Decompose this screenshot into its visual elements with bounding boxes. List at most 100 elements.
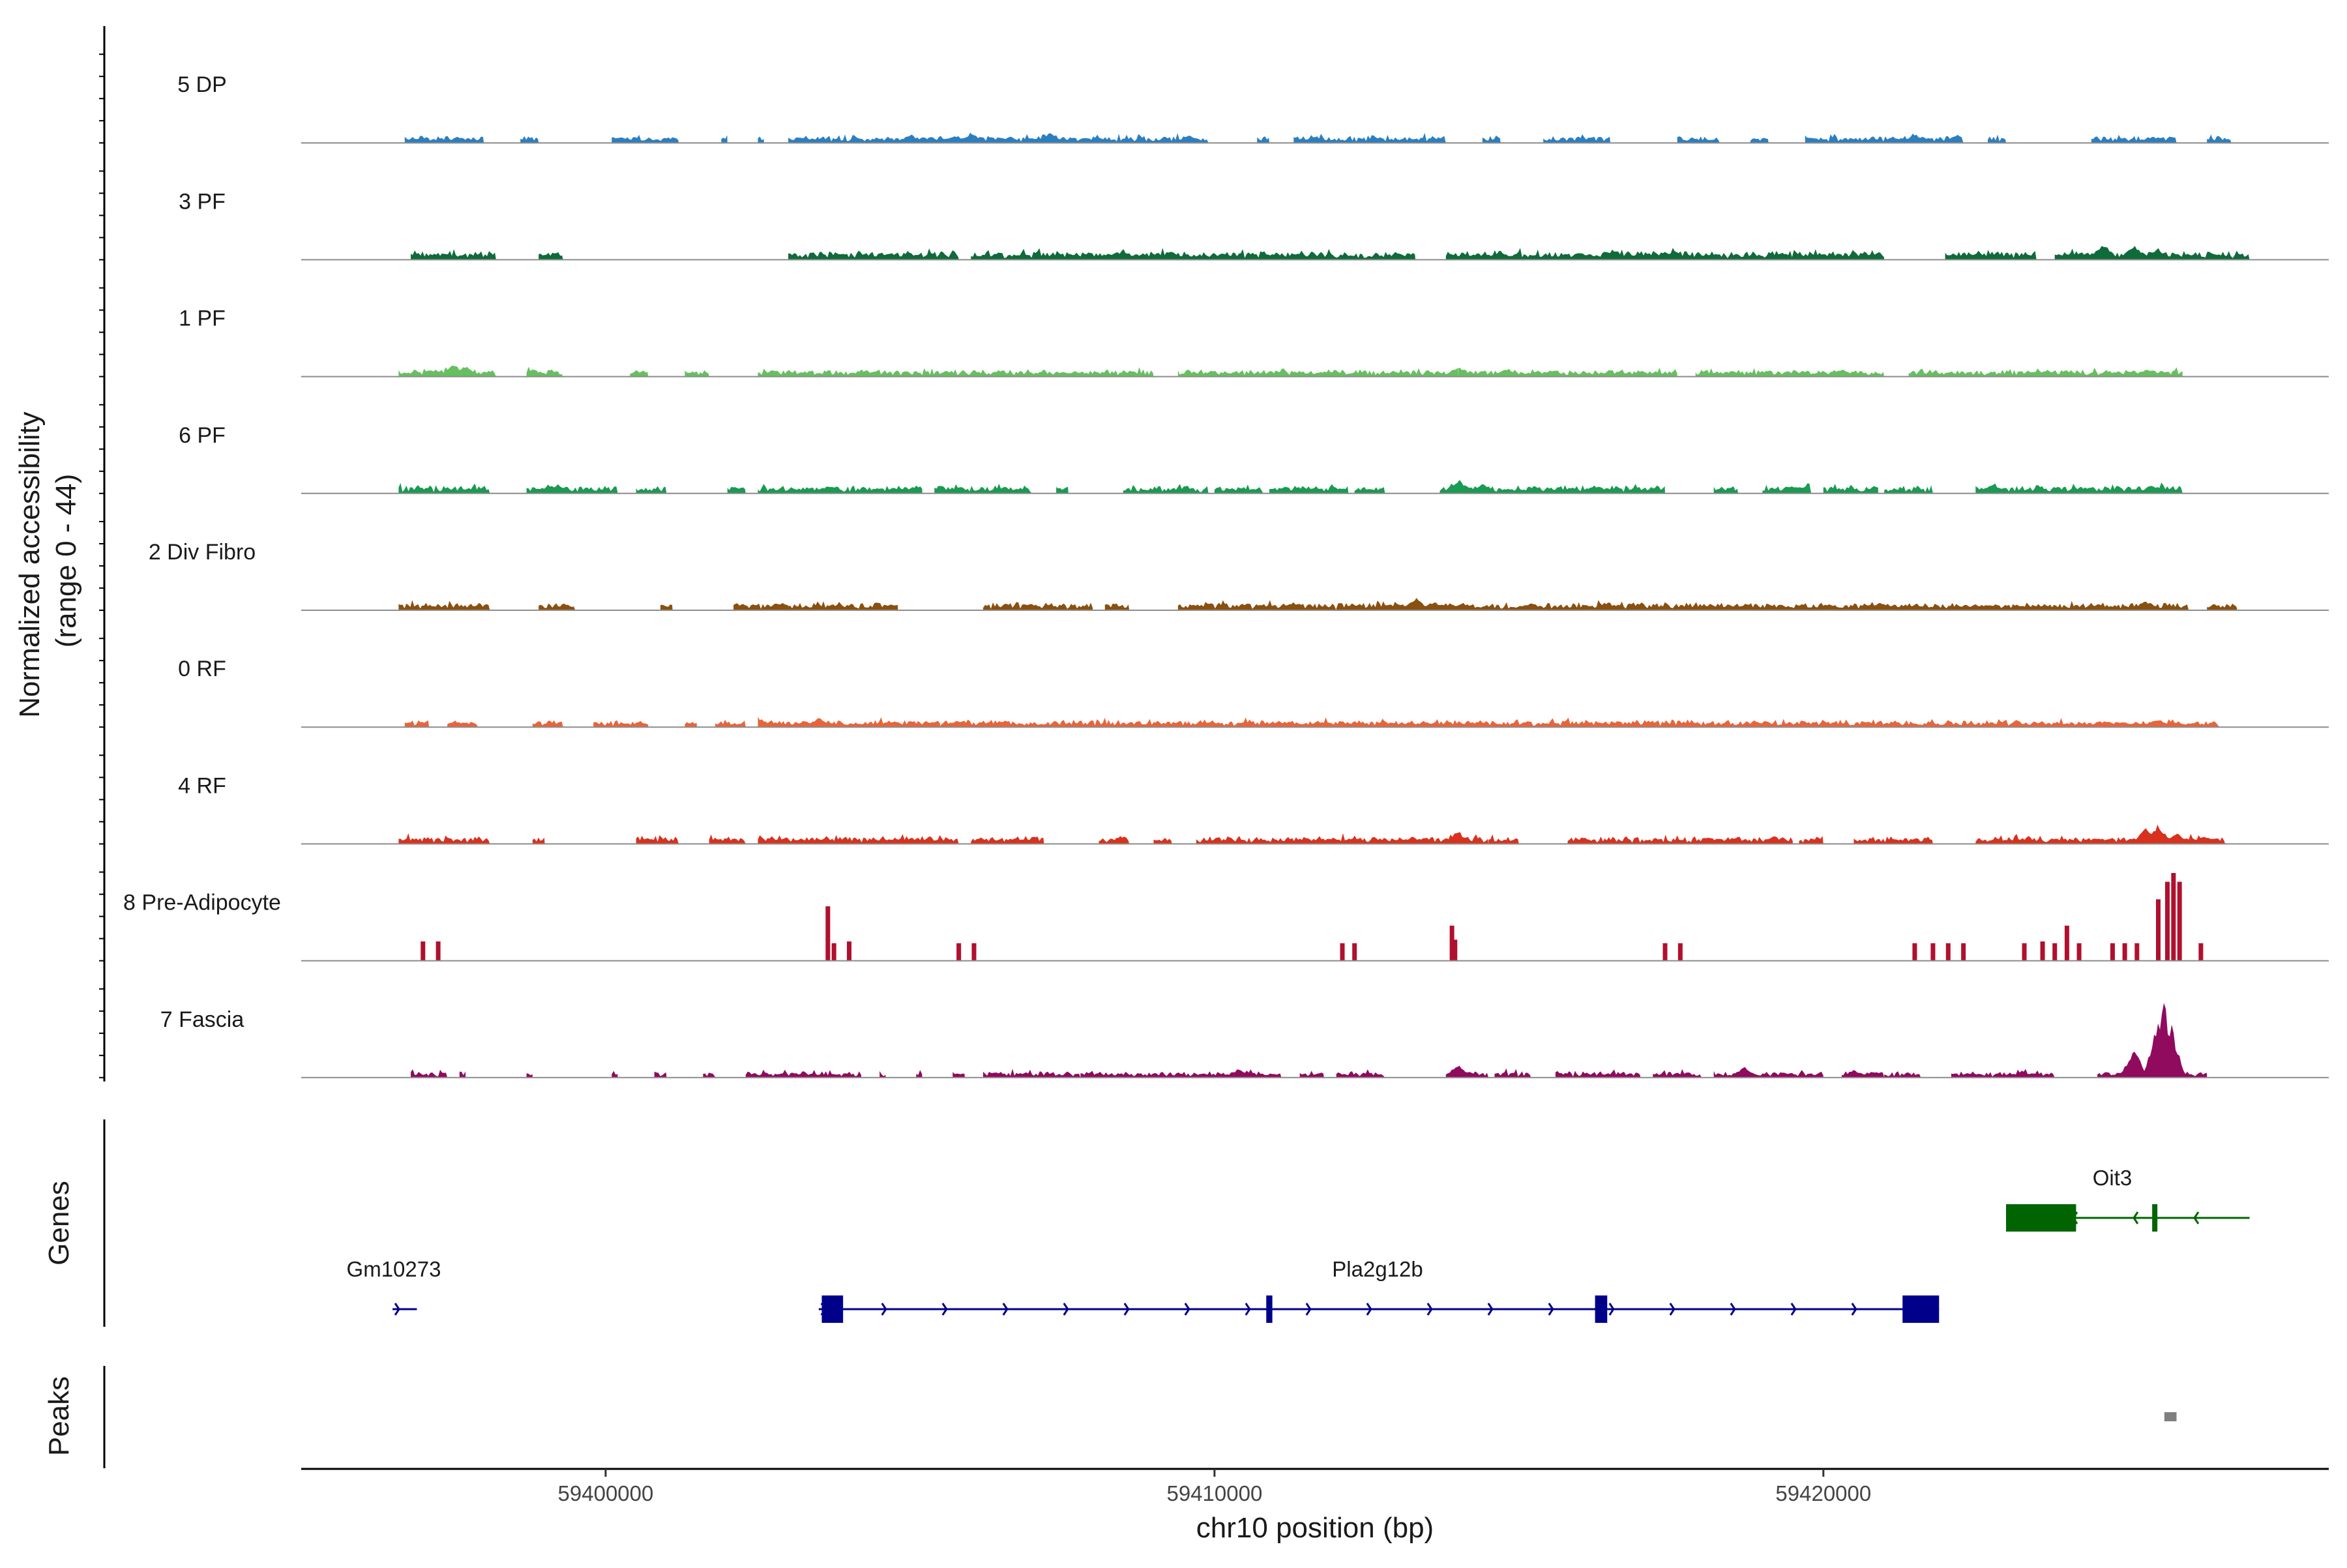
coverage-area bbox=[703, 1072, 716, 1078]
track-label: 7 Fascia bbox=[160, 1007, 244, 1032]
gene-exon bbox=[821, 1295, 844, 1323]
track-label: 8 Pre-Adipocyte bbox=[123, 891, 281, 915]
coverage-area bbox=[411, 249, 496, 260]
coverage-bar bbox=[2122, 943, 2127, 961]
gene-exon bbox=[1266, 1295, 1273, 1323]
track-5-dp: 5 DP bbox=[177, 72, 2329, 144]
gene-label: Oit3 bbox=[2093, 1166, 2133, 1190]
track-0-rf: 0 RF bbox=[178, 657, 2329, 728]
coverage-bar bbox=[2064, 925, 2069, 961]
coverage-area bbox=[1567, 835, 1793, 844]
strand-arrow bbox=[1730, 1303, 1736, 1316]
coverage-area bbox=[398, 482, 490, 494]
coverage-bar bbox=[2198, 943, 2204, 961]
coverage-area bbox=[971, 836, 1044, 844]
track-label: 0 RF bbox=[178, 657, 226, 681]
coverage-area bbox=[411, 1069, 448, 1078]
coverage-area bbox=[1080, 1069, 1282, 1078]
coverage-area bbox=[1153, 838, 1172, 844]
track-label: 3 PF bbox=[179, 189, 226, 214]
coverage-area bbox=[1884, 1071, 1921, 1078]
coverage-area bbox=[934, 483, 1032, 494]
coverage-area bbox=[1177, 600, 1336, 610]
coverage-area bbox=[1543, 134, 1610, 143]
track-3-pf: 3 PF bbox=[179, 189, 2329, 261]
coverage-y-axis bbox=[99, 26, 106, 1082]
coverage-area bbox=[983, 602, 1093, 610]
coverage-area bbox=[654, 1071, 667, 1078]
coverage-area bbox=[1677, 136, 1720, 143]
coverage-area bbox=[1196, 832, 1489, 844]
track-label: 1 PF bbox=[179, 306, 226, 331]
coverage-area bbox=[940, 717, 2219, 728]
track-7-fascia: 7 Fascia bbox=[160, 1003, 2329, 1078]
coverage-area bbox=[1695, 368, 1885, 377]
coverage-area bbox=[1123, 484, 1209, 494]
track-8-pre-adipocyte: 8 Pre-Adipocyte bbox=[123, 872, 2329, 962]
coverage-area bbox=[2054, 246, 2250, 260]
coverage-area bbox=[1713, 1067, 1823, 1078]
coverage-area bbox=[612, 134, 679, 143]
x-tick-label: 59400000 bbox=[558, 1481, 654, 1505]
coverage-bar bbox=[831, 943, 836, 961]
coverage-area bbox=[539, 252, 563, 260]
strand-arrow bbox=[941, 1303, 948, 1316]
strand-arrow bbox=[1487, 1303, 1494, 1316]
strand-arrow bbox=[1608, 1303, 1615, 1316]
coverage-area bbox=[1214, 484, 1263, 494]
peak-block bbox=[2164, 1412, 2177, 1421]
gene-exon bbox=[2006, 1204, 2076, 1232]
coverage-area bbox=[709, 834, 746, 844]
coverage-area bbox=[539, 603, 576, 610]
coverage-area bbox=[1336, 1069, 1385, 1078]
coverage-area bbox=[1445, 1065, 1489, 1078]
strand-arrow bbox=[881, 1303, 887, 1316]
coverage-area bbox=[526, 366, 563, 377]
coverage-area bbox=[1177, 368, 1458, 377]
coverage-area bbox=[1841, 1070, 1885, 1078]
coverage-area bbox=[636, 835, 679, 844]
coverage-area bbox=[1458, 367, 1677, 377]
coverage-area bbox=[1823, 484, 1878, 494]
coverage-area bbox=[1056, 486, 1069, 494]
strand-arrow bbox=[1548, 1303, 1554, 1316]
coverage-area bbox=[1853, 836, 1933, 844]
coverage-area bbox=[398, 833, 490, 844]
coverage-area bbox=[2207, 603, 2237, 610]
coverage-area bbox=[788, 132, 1209, 143]
coverage-area bbox=[971, 248, 1416, 260]
coverage-area bbox=[727, 486, 746, 494]
coverage-area bbox=[1653, 1069, 1702, 1078]
coverage-area bbox=[1975, 824, 2226, 844]
track-6-pf: 6 PF bbox=[179, 423, 2329, 494]
coverage-bar bbox=[1961, 943, 1966, 961]
gene-exon bbox=[2152, 1204, 2158, 1232]
coverage-area bbox=[916, 1070, 923, 1078]
gene-exon bbox=[1595, 1295, 1608, 1323]
coverage-area bbox=[1762, 483, 1812, 494]
strand-arrow bbox=[1184, 1303, 1190, 1316]
coverage-bar bbox=[971, 943, 977, 961]
coverage-area bbox=[1494, 1068, 1531, 1078]
gene-oit3: Oit3 bbox=[2006, 1166, 2250, 1232]
coverage-bar bbox=[1912, 943, 1917, 961]
coverage-area bbox=[952, 1072, 965, 1078]
coverage-area bbox=[1713, 486, 1739, 494]
y-axis-title-line-2: (range 0 - 44) bbox=[50, 474, 82, 648]
coverage-area bbox=[1293, 132, 1446, 143]
coverage-area bbox=[660, 604, 673, 610]
y-axis-title-line-1: Normalized accessibility bbox=[14, 411, 46, 717]
coverage-bar bbox=[2022, 943, 2027, 961]
coverage-area bbox=[788, 601, 898, 610]
coverage-area bbox=[1555, 1069, 1641, 1078]
coverage-bar bbox=[1340, 943, 1345, 961]
coverage-area bbox=[1336, 598, 2189, 610]
coverage-area bbox=[630, 370, 649, 377]
y-axis-title: Normalized accessibility (range 0 - 44) bbox=[14, 404, 82, 718]
coverage-bar bbox=[1930, 943, 1936, 961]
track-1-pf: 1 PF bbox=[179, 306, 2329, 377]
genes-panel-title: Genes bbox=[43, 1181, 75, 1265]
track-2-div-fibro: 2 Div Fibro bbox=[149, 540, 2329, 611]
strand-arrow bbox=[1426, 1303, 1433, 1316]
track-label: 4 RF bbox=[178, 773, 226, 798]
